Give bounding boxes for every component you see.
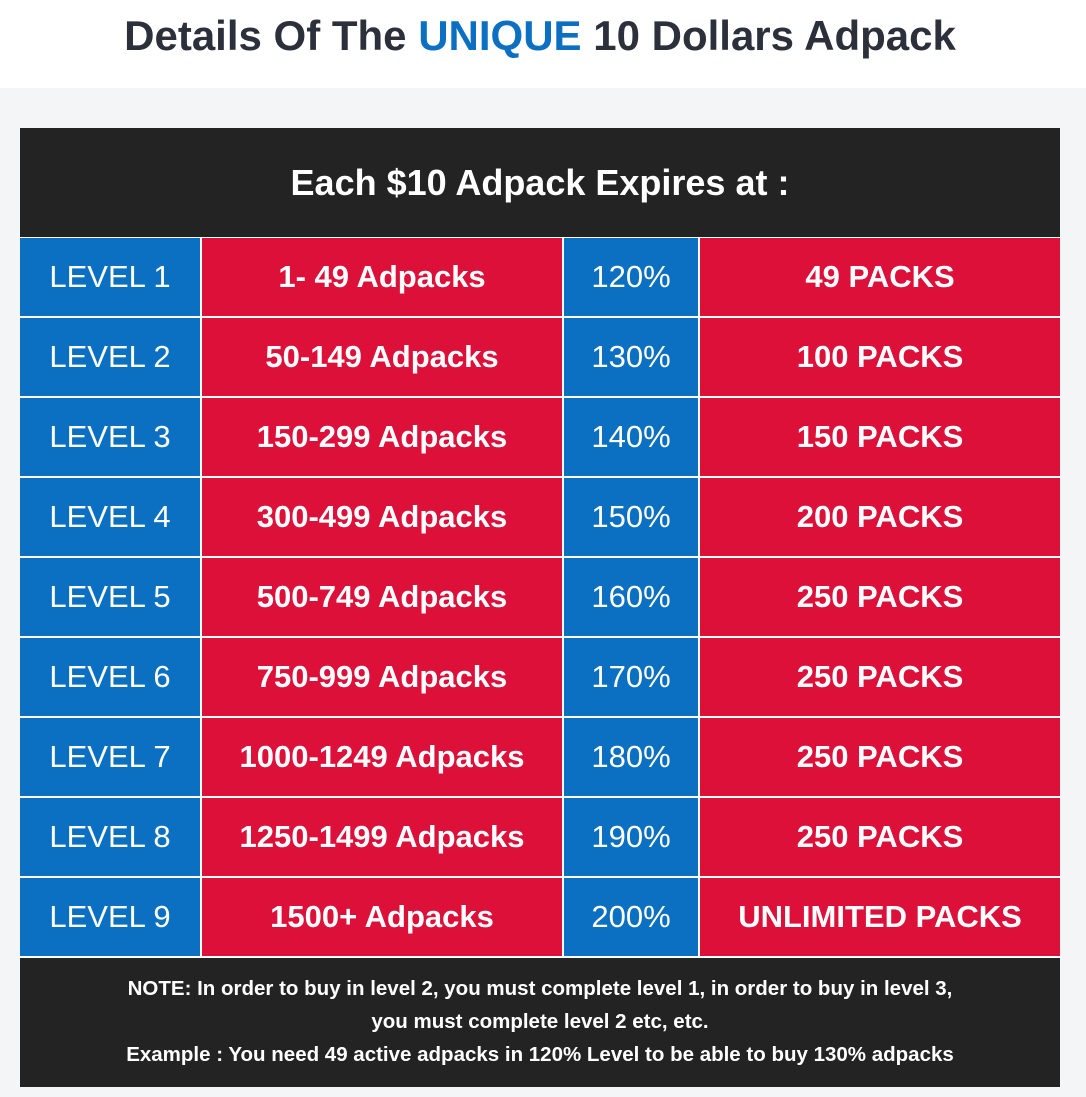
level-cell: LEVEL 9 — [20, 878, 200, 956]
range-cell: 750-999 Adpacks — [202, 638, 562, 716]
table-note: NOTE: In order to buy in level 2, you mu… — [20, 958, 1060, 1087]
range-cell: 500-749 Adpacks — [202, 558, 562, 636]
title-highlight: UNIQUE — [418, 12, 582, 59]
table-row: LEVEL 4 300-499 Adpacks 150% 200 PACKS — [20, 478, 1060, 556]
percent-cell: 140% — [564, 398, 698, 476]
level-cell: LEVEL 3 — [20, 398, 200, 476]
level-cell: LEVEL 8 — [20, 798, 200, 876]
level-cell: LEVEL 2 — [20, 318, 200, 396]
level-cell: LEVEL 7 — [20, 718, 200, 796]
title-bar: Details Of The UNIQUE 10 Dollars Adpack — [0, 0, 1086, 88]
percent-cell: 160% — [564, 558, 698, 636]
percent-cell: 120% — [564, 238, 698, 316]
table-row: LEVEL 2 50-149 Adpacks 130% 100 PACKS — [20, 318, 1060, 396]
note-line: Example : You need 49 active adpacks in … — [126, 1043, 954, 1066]
packs-cell: 250 PACKS — [700, 558, 1060, 636]
table-header: Each $10 Adpack Expires at : — [20, 128, 1060, 237]
adpack-levels-table: Each $10 Adpack Expires at : NOTE: In or… — [20, 128, 1060, 1087]
table-row: LEVEL 6 750-999 Adpacks 170% 250 PACKS — [20, 638, 1060, 716]
range-cell: 1250-1499 Adpacks — [202, 798, 562, 876]
table-row: LEVEL 7 1000-1249 Adpacks 180% 250 PACKS — [20, 718, 1060, 796]
title-text: Details Of The — [124, 12, 419, 59]
range-cell: 1000-1249 Adpacks — [202, 718, 562, 796]
page-title: Details Of The UNIQUE 10 Dollars Adpack — [0, 12, 1080, 60]
percent-cell: 170% — [564, 638, 698, 716]
note-line: NOTE: In order to buy in level 2, you mu… — [127, 977, 953, 1000]
title-text-end: 10 Dollars Adpack — [581, 12, 956, 59]
packs-cell: UNLIMITED PACKS — [700, 878, 1060, 956]
level-cell: LEVEL 6 — [20, 638, 200, 716]
packs-cell: 100 PACKS — [700, 318, 1060, 396]
range-cell: 150-299 Adpacks — [202, 398, 562, 476]
table-row: LEVEL 8 1250-1499 Adpacks 190% 250 PACKS — [20, 798, 1060, 876]
packs-cell: 250 PACKS — [700, 718, 1060, 796]
percent-cell: 190% — [564, 798, 698, 876]
percent-cell: 130% — [564, 318, 698, 396]
level-cell: LEVEL 1 — [20, 238, 200, 316]
percent-cell: 180% — [564, 718, 698, 796]
packs-cell: 200 PACKS — [700, 478, 1060, 556]
percent-cell: 150% — [564, 478, 698, 556]
note-line: you must complete level 2 etc, etc. — [371, 1010, 709, 1033]
packs-cell: 250 PACKS — [700, 798, 1060, 876]
range-cell: 50-149 Adpacks — [202, 318, 562, 396]
packs-cell: 150 PACKS — [700, 398, 1060, 476]
range-cell: 1500+ Adpacks — [202, 878, 562, 956]
table-row: LEVEL 9 1500+ Adpacks 200% UNLIMITED PACKS — [20, 878, 1060, 956]
range-cell: 1- 49 Adpacks — [202, 238, 562, 316]
level-cell: LEVEL 4 — [20, 478, 200, 556]
range-cell: 300-499 Adpacks — [202, 478, 562, 556]
percent-cell: 200% — [564, 878, 698, 956]
table-row: LEVEL 1 1- 49 Adpacks 120% 49 PACKS — [20, 238, 1060, 316]
table-row: LEVEL 3 150-299 Adpacks 140% 150 PACKS — [20, 398, 1060, 476]
packs-cell: 49 PACKS — [700, 238, 1060, 316]
packs-cell: 250 PACKS — [700, 638, 1060, 716]
table-row: LEVEL 5 500-749 Adpacks 160% 250 PACKS — [20, 558, 1060, 636]
level-cell: LEVEL 5 — [20, 558, 200, 636]
